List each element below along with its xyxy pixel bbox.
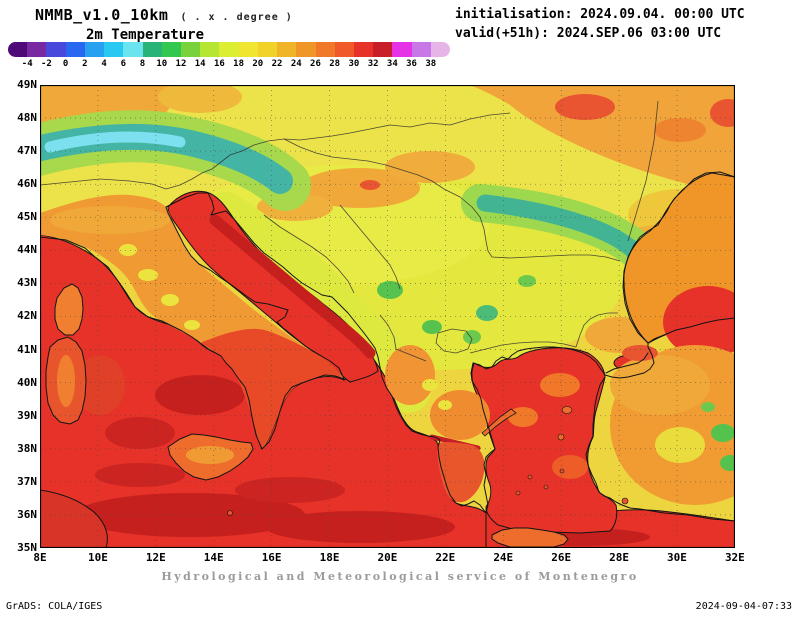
colorbar-tick-label: 14	[194, 59, 206, 69]
longitude-tick-label: 28E	[609, 551, 629, 564]
colorbar-segment	[8, 42, 28, 57]
creation-timestamp: 2024-09-04-07:33	[695, 601, 792, 612]
colorbar-segment	[315, 42, 335, 57]
colorbar-segment	[200, 42, 220, 57]
colorbar-tick-label: 2	[82, 59, 88, 69]
colorbar-segment	[65, 42, 85, 57]
initialisation-time: initialisation: 2024.09.04. 00:00 UTC	[455, 7, 745, 22]
latitude-tick-label: 35N	[17, 540, 37, 554]
latitude-tick-label: 49N	[17, 78, 37, 91]
land-layer	[40, 194, 735, 548]
longitude-tick-label: 22E	[435, 551, 456, 564]
colorbar-tick-label: 10	[156, 59, 168, 69]
colorbar-segment	[27, 42, 47, 57]
colorbar-segment	[219, 42, 239, 57]
colorbar-tick-label: 36	[406, 59, 417, 69]
colorbar-segment	[296, 42, 316, 57]
colorbar-tick-label: 28	[329, 59, 341, 69]
latitude-axis: 49N 48N 47N 46N 45N 44N 43N 42N 41N 40N 39N 38N 37N 3…	[6, 78, 37, 555]
colorbar-segment	[373, 42, 393, 57]
colorbar-tick-label: 20	[252, 59, 264, 69]
grid-layer	[40, 85, 735, 548]
longitude-tick-label: 30E	[667, 551, 687, 564]
latitude-tick-label: 47N	[17, 144, 37, 158]
longitude-tick-label: 12E	[145, 551, 166, 564]
border-layer	[40, 100, 659, 362]
latitude-tick-label: 48N	[17, 111, 37, 125]
colorbar-tick-label: 26	[310, 59, 321, 69]
colorbar-tick-label: 38	[425, 59, 437, 69]
longitude-tick-label: 16E	[261, 551, 282, 564]
colorbar-segment	[180, 42, 201, 57]
service-watermark: Hydrological and Meteorological service …	[161, 570, 639, 583]
longitude-tick-label: 10E	[87, 551, 108, 564]
colorbar-segment	[161, 42, 181, 57]
colorbar-segment	[411, 42, 431, 57]
model-resolution: ( . x . degree )	[180, 12, 293, 23]
temperature-colorbar	[8, 42, 450, 57]
colorbar-tick-label: 34	[386, 59, 398, 69]
variable-title: 2m Temperature	[86, 27, 205, 43]
colorbar-tick-label: 0	[62, 59, 69, 69]
title-block: NMMB_v1.0_10km ( . x . degree )	[35, 5, 293, 24]
longitude-tick-label: 32E	[724, 551, 745, 564]
longitude-tick-label: 20E	[377, 551, 398, 564]
latitude-tick-label: 38N	[17, 441, 37, 455]
latitude-tick-label: 44N	[17, 243, 37, 257]
colorbar-segment	[84, 42, 105, 57]
colorbar-segment	[123, 42, 143, 57]
colorbar-segment	[104, 42, 124, 57]
longitude-tick-label: 24E	[493, 551, 514, 564]
longitude-axis: 8E 10E 12E 14E 16E 18E 20E 22E 24E 26E 28E 30E 32E	[27, 551, 748, 564]
colorbar-segment	[353, 42, 374, 57]
latitude-tick-label: 40N	[17, 375, 37, 389]
valid-time: valid(+51h): 2024.SEP.06 03:00 UTC	[455, 26, 722, 41]
colorbar-tick-labels: -4 -2 0 2 4 6 8 10 12 14 16 18 20 22 24 26 28 30 32 34 36 38	[8, 59, 450, 70]
colorbar-segment	[257, 42, 278, 57]
colorbar-tick-label: -2	[41, 59, 52, 69]
model-title: NMMB_v1.0_10km	[35, 6, 169, 24]
grads-credit: GrADS: COLA/IGES	[6, 601, 103, 612]
longitude-tick-label: 8E	[33, 551, 47, 564]
map-frame	[40, 85, 735, 548]
colorbar-tick-label: 6	[120, 59, 127, 69]
colorbar-tick-label: 24	[290, 59, 302, 69]
colorbar-tick-label: 4	[101, 59, 107, 69]
colorbar-tick-label: 18	[233, 59, 245, 69]
colorbar-tick-label: 22	[271, 59, 283, 69]
latitude-tick-label: 36N	[17, 507, 37, 521]
latitude-tick-label: 39N	[17, 408, 37, 422]
latitude-tick-label: 43N	[17, 276, 37, 290]
latitude-tick-label: 46N	[17, 177, 37, 191]
map-plot	[40, 85, 735, 548]
colorbar-tick-label: 8	[139, 59, 146, 69]
longitude-tick-label: 26E	[551, 551, 572, 564]
colorbar-tick-label: -4	[21, 59, 33, 69]
colorbar-tick-label: 12	[175, 59, 187, 69]
coastline-layer	[40, 171, 735, 522]
longitude-tick-label: 14E	[203, 551, 224, 564]
latitude-tick-label: 42N	[17, 309, 37, 323]
time-block: initialisation: 2024.09.04. 00:00 UTC va…	[455, 5, 745, 43]
colorbar-segment	[46, 42, 66, 57]
colorbar-segment	[238, 42, 258, 57]
sea-layer	[40, 172, 735, 548]
map-canvas	[40, 85, 735, 548]
colorbar-segment	[142, 42, 162, 57]
colorbar-segment	[334, 42, 354, 57]
colorbar-segment	[277, 42, 297, 57]
latitude-tick-label: 45N	[17, 210, 37, 224]
latitude-tick-label: 41N	[17, 342, 37, 356]
colorbar-segment	[430, 42, 450, 57]
colorbar-tick-label: 32	[367, 59, 379, 69]
colorbar-segment	[392, 42, 412, 57]
colorbar-tick-label: 30	[348, 59, 360, 69]
longitude-tick-label: 18E	[319, 551, 340, 564]
latitude-tick-label: 37N	[17, 474, 37, 488]
colorbar-tick-label: 16	[213, 59, 225, 69]
